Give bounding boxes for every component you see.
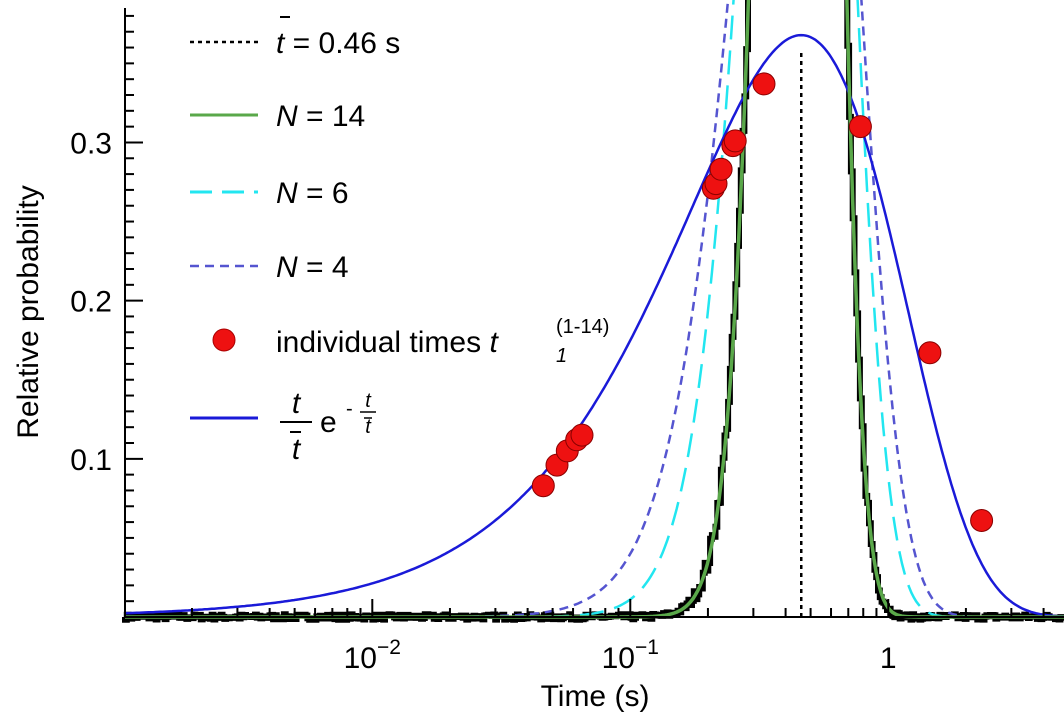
series-line-n4 (125, 0, 1064, 619)
individual-time-point (531, 474, 555, 498)
y-tick-label: 0.1 (70, 444, 112, 477)
y-tick-label: 0.3 (70, 127, 112, 160)
plot-area (122, 0, 1064, 623)
legend-individual-sup: (1-14) (556, 316, 609, 338)
legend-swatch-individual-times (212, 328, 236, 352)
axes: 10−2 10−1 1 0.1 0.2 0.3 (70, 8, 1064, 675)
individual-time-point (848, 115, 872, 139)
legend-n6-rest: = 6 (298, 177, 349, 210)
legend-item-mean-time: t = 0.46 s (190, 16, 400, 60)
svg-text:N = 14: N = 14 (276, 100, 365, 133)
legend-individual-label: individual times (276, 326, 489, 359)
legend-individual-sub: 1 (556, 345, 567, 367)
y-tick-label: 0.2 (70, 286, 112, 319)
legend-item-n4: N = 4 (190, 251, 349, 284)
legend-mean-symbol: t (276, 27, 286, 60)
legend-item-n14: N = 14 (190, 100, 365, 133)
individual-time-point (970, 509, 994, 532)
y-ticks: 0.1 0.2 0.3 (70, 14, 143, 603)
x-axis-title: Time (s) (541, 680, 650, 713)
legend-item-n6: N = 6 (190, 177, 349, 210)
series-line-n14 (125, 0, 1064, 619)
individual-time-point (918, 341, 942, 365)
series-line-exponential (124, 33, 1064, 618)
svg-text:t = 0.46 s: t = 0.46 s (276, 27, 400, 60)
formula-exp-denominator: t (365, 416, 372, 438)
legend-n4-var: N (276, 251, 298, 284)
x-tick-label: 10−2 (344, 636, 401, 675)
x-tick-label: 1 (880, 642, 897, 675)
svg-text:individual times t: individual times t (276, 326, 499, 359)
series-line-n6 (125, 0, 1064, 619)
individual-time-point (723, 129, 747, 153)
individual-time-point (570, 423, 594, 447)
individual-time-point (709, 157, 733, 181)
legend-n6-var: N (276, 177, 298, 210)
histogram-series (122, 0, 1064, 623)
legend-mean-label: = 0.46 s (284, 27, 400, 60)
formula-exp-minus: - (346, 398, 353, 420)
legend-individual-var: t (489, 326, 499, 359)
formula-numerator: t (292, 387, 302, 420)
y-axis-title: Relative probability (12, 185, 45, 438)
x-ticks: 10−2 10−1 1 (190, 599, 1045, 675)
x-tick-label: 10−1 (602, 636, 659, 675)
legend-item-exponential: t t e - t t (190, 387, 376, 466)
formula-denominator: t (292, 433, 302, 466)
legend-item-individual-times: individual times t (1-14) 1 (212, 316, 609, 367)
svg-text:N = 4: N = 4 (276, 251, 349, 284)
formula-e: e (320, 406, 337, 439)
legend-n14-var: N (276, 100, 298, 133)
legend-n4-rest: = 4 (298, 251, 349, 284)
individual-time-point (752, 72, 776, 96)
legend-n14-rest: = 14 (298, 100, 366, 133)
legend: t = 0.46 s N = 14 N = 6 N = 4 individual… (190, 16, 609, 466)
svg-text:N = 6: N = 6 (276, 177, 349, 210)
formula-exp-numerator: t (365, 390, 372, 412)
